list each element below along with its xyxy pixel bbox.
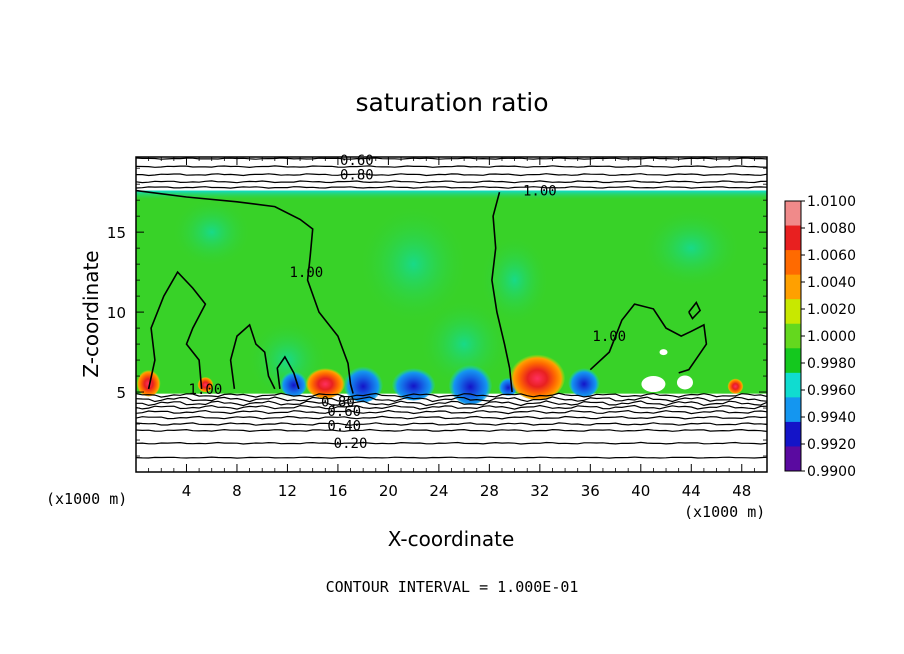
y-tick-label: 10 [107,304,126,322]
x-tick-label: 36 [581,482,600,500]
x-tick-label: 16 [328,482,347,500]
dry-pocket [568,364,601,397]
field-mottle [641,208,742,289]
contour-line-100 [136,189,354,394]
contour-label: 0.80 [340,168,374,184]
colorbar-label: 0.9940 [807,410,856,426]
colorbar-swatch [785,446,801,472]
colorbar-label: 1.0060 [807,248,856,264]
colorbar-label: 1.0040 [807,275,856,291]
contour-line-lower [136,396,767,403]
moist-pocket [509,352,566,401]
contour-label: 1.00 [290,265,324,281]
x-tick-label: 32 [530,482,549,500]
y-tick-label: 5 [116,384,126,402]
contour-line-lower [136,409,767,415]
colorbar-label: 1.0020 [807,302,856,318]
contour-line-lower [136,392,767,398]
contour-line-100 [276,355,300,390]
x-tick-label: 48 [732,482,751,500]
colorbar-swatch [785,397,801,423]
contour-line-100 [147,270,207,390]
colorbar-label: 1.0080 [807,221,856,237]
dry-pocket [448,360,493,405]
colorbar-swatch [785,201,801,227]
chart-title: saturation ratio [355,88,549,117]
moist-pocket [727,377,744,394]
field-mottle [358,204,469,325]
contour-label: 1.00 [523,184,557,200]
contour-line-lower [136,428,767,433]
field-mottle [479,235,550,326]
contour-label: 0.60 [327,404,361,420]
colorbar-label: 1.0100 [807,194,856,210]
x-tick-label: 40 [631,482,650,500]
contour-line-100 [688,300,702,320]
contour-label: 1.00 [592,329,626,345]
x-tick-label: 4 [182,482,192,500]
colorbar-swatch [785,274,801,300]
x-unit-left: (x1000 m) [46,490,128,508]
x-axis-label: X-coordinate [388,527,515,551]
contour-lines [136,157,767,459]
colorbar: 1.0100 1.0080 1.0060 1.0040 1.0020 1.0000 0.99… [784,194,856,480]
y-tick-label: 15 [107,224,126,242]
field-mottle [171,197,252,268]
contour-line-upper [136,173,767,177]
contour-label: 0.40 [327,419,361,435]
contour-line-lower [136,422,767,426]
moist-pocket [136,368,161,397]
x-tick-label: 44 [682,482,701,500]
contour-line-lower [136,441,767,445]
x-tick-label: 8 [232,482,242,500]
colorbar-label: 0.9980 [807,356,856,372]
colorbar-swatch [785,299,801,325]
y-axis-label: Z-coordinate [79,250,103,377]
top-edge-band [136,190,767,201]
unsaturated-patch [659,349,668,356]
moist-pocket [305,366,346,399]
x-tick-label: 20 [379,482,398,500]
colorbar-label: 1.0000 [807,329,856,345]
dry-pocket [279,368,308,397]
contour-label: 0.20 [334,436,368,452]
unsaturated-patch [676,375,693,390]
field-mottle [419,299,510,390]
colorbar-swatch [785,250,801,276]
contour-line-100 [491,191,513,393]
contour-line-lower [136,456,767,459]
contour-line-upper [136,180,767,184]
x-tick-label: 12 [278,482,297,500]
contour-line-100 [229,323,276,390]
saturation-field [136,190,767,405]
colorbar-label: 0.9900 [807,464,856,480]
unsaturated-patch [641,376,666,393]
colorbar-swatch [785,372,801,398]
x-unit-right: (x1000 m) [684,503,766,521]
colorbar-swatch [785,323,801,349]
colorbar-swatch [785,421,801,447]
x-tick-label: 28 [480,482,499,500]
contour-line-upper [136,165,767,169]
contour-line-lower [136,400,767,407]
colorbar-label: 0.9960 [807,383,856,399]
colorbar-swatch [785,348,801,374]
colorbar-swatch [785,225,801,251]
contour-line-lower [136,404,767,410]
x-tick-label: 24 [429,482,448,500]
contour-label: 1.00 [189,382,223,398]
contour-interval-note: CONTOUR INTERVAL = 1.000E-01 [325,578,579,596]
contour-line-lower [136,415,767,420]
contour-line-upper [136,185,767,189]
dry-pocket [391,364,436,401]
colorbar-label: 0.9920 [807,437,856,453]
contour-line-100 [589,303,708,374]
contour-label: 0.80 [321,395,355,411]
